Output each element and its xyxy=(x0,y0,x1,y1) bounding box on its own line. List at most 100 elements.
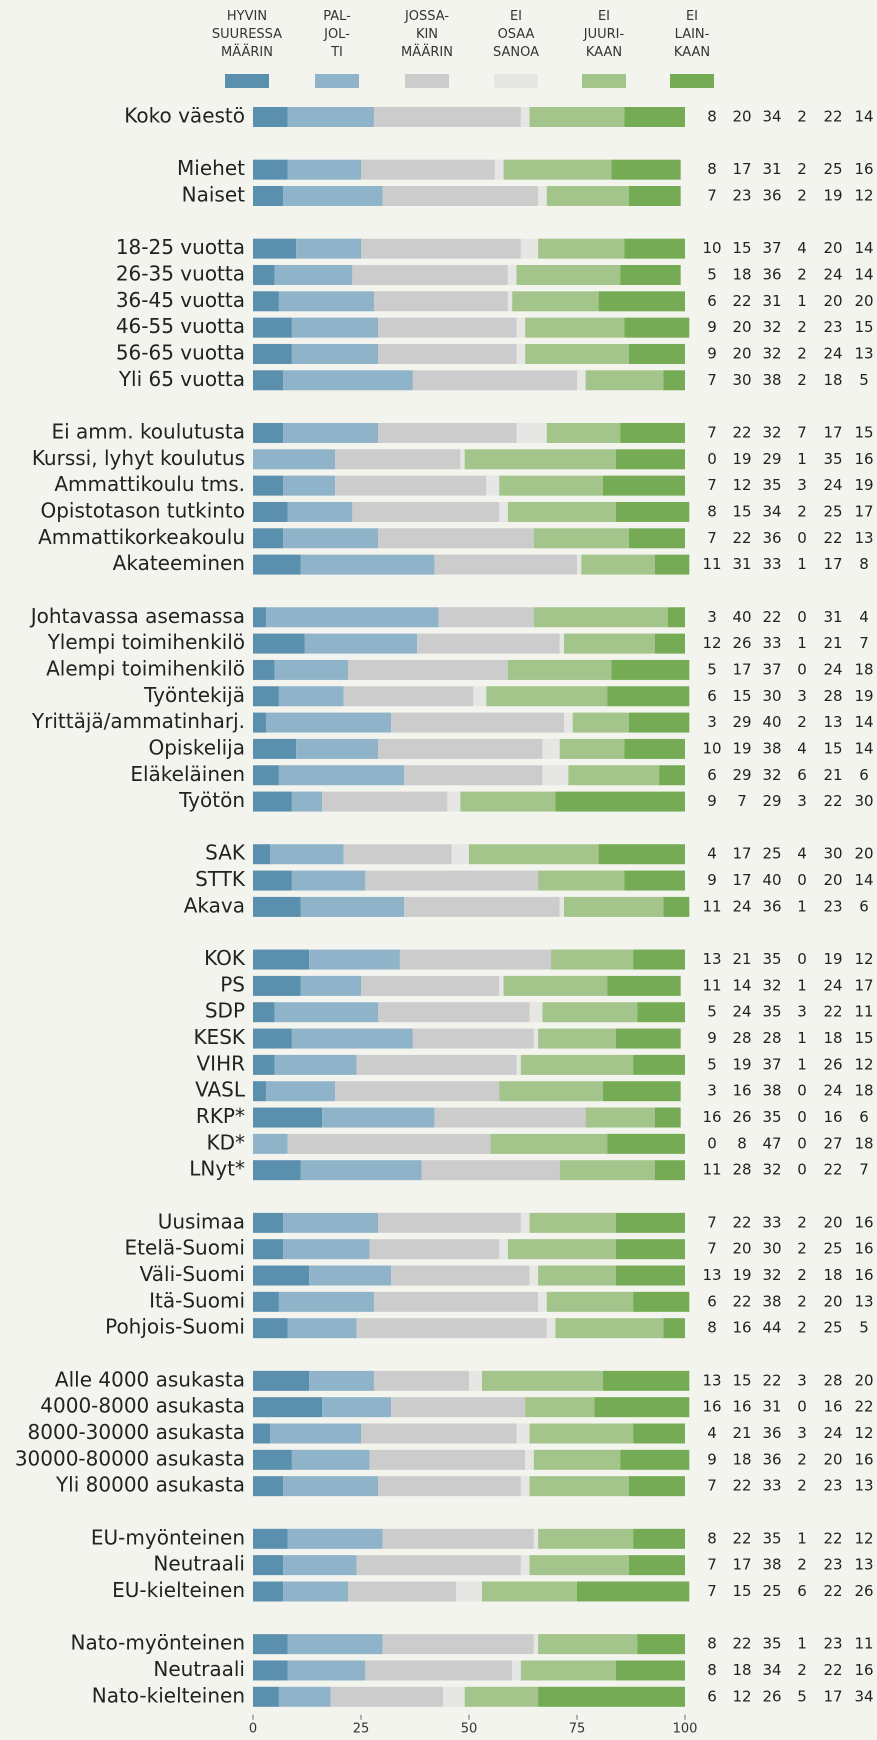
bar-segment xyxy=(585,370,664,391)
bar-segment xyxy=(525,1397,595,1418)
value-label: 24 xyxy=(823,1082,842,1100)
bar-segment xyxy=(533,1449,621,1470)
bar-segment xyxy=(620,264,681,285)
bar-segment xyxy=(253,107,288,127)
value-label: 31 xyxy=(762,1398,781,1416)
value-label: 11 xyxy=(702,897,721,915)
bar-segment xyxy=(291,1028,413,1049)
bar-segment xyxy=(529,1002,543,1023)
value-label: 2 xyxy=(797,1213,807,1231)
bar-segment xyxy=(464,1686,539,1707)
bar-segment xyxy=(564,896,664,917)
bar-segment xyxy=(520,1476,530,1497)
value-label: 27 xyxy=(823,1134,842,1152)
category-label: Nato-kielteinen xyxy=(92,1683,245,1707)
bar-segment xyxy=(602,475,685,496)
bar-segment xyxy=(559,896,565,917)
value-label: 5 xyxy=(859,371,869,389)
value-label: 6 xyxy=(859,766,869,784)
legend-swatch xyxy=(225,74,269,88)
value-label: 31 xyxy=(823,608,842,626)
value-label: 16 xyxy=(823,1398,842,1416)
value-label: 20 xyxy=(823,292,842,310)
bar-segment xyxy=(520,107,530,127)
value-label: 22 xyxy=(762,608,781,626)
category-label: Nato-myönteinen xyxy=(71,1631,245,1655)
bar-segment xyxy=(265,712,392,733)
bar-segment xyxy=(283,475,336,496)
bar-segment xyxy=(659,765,685,786)
value-label: 1 xyxy=(797,897,807,915)
value-label: 47 xyxy=(762,1134,781,1152)
bar-segment xyxy=(253,1634,288,1655)
bar-segment xyxy=(274,264,353,285)
bar-segment xyxy=(322,1107,435,1128)
bar-segment xyxy=(356,1318,547,1339)
category-label: EU-myönteinen xyxy=(91,1525,245,1549)
bar-segment xyxy=(633,1054,685,1075)
category-label: SAK xyxy=(205,841,246,865)
value-label: 25 xyxy=(823,160,842,178)
bar-segment xyxy=(529,1423,634,1444)
bar-segment xyxy=(525,1449,534,1470)
value-label: 18 xyxy=(823,371,842,389)
legend-label: EI OSAA SANOA xyxy=(493,9,539,60)
bar-segment xyxy=(335,475,487,496)
bar-segment xyxy=(564,633,655,654)
value-label: 14 xyxy=(854,265,873,283)
value-label: 0 xyxy=(797,1134,807,1152)
value-label: 3 xyxy=(707,713,717,731)
value-label: 0 xyxy=(797,529,807,547)
value-label: 16 xyxy=(702,1108,721,1126)
bar-segment xyxy=(253,975,301,996)
value-label: 20 xyxy=(823,871,842,889)
value-label: 21 xyxy=(823,634,842,652)
bar-segment xyxy=(253,712,266,733)
value-label: 15 xyxy=(854,423,873,441)
bar-segment xyxy=(361,975,500,996)
bar-segment xyxy=(378,343,517,364)
value-label: 34 xyxy=(762,502,781,520)
bar-segment xyxy=(559,1160,655,1181)
bar-segment xyxy=(270,844,344,865)
bar-segment xyxy=(607,686,690,707)
category-label: 36-45 vuotta xyxy=(116,288,245,312)
category-label: 8000-30000 asukasta xyxy=(28,1420,245,1444)
value-label: 8 xyxy=(707,108,717,126)
value-label: 22 xyxy=(823,1003,842,1021)
bar-segment xyxy=(533,1634,539,1655)
value-label: 20 xyxy=(823,1292,842,1310)
value-label: 23 xyxy=(823,897,842,915)
value-label: 11 xyxy=(854,1003,873,1021)
bar-segment xyxy=(283,1476,379,1497)
value-label: 17 xyxy=(854,502,873,520)
value-label: 9 xyxy=(707,1450,717,1468)
value-label: 3 xyxy=(797,792,807,810)
bar-segment xyxy=(481,1370,603,1391)
value-label: 22 xyxy=(823,529,842,547)
bar-segment xyxy=(287,1528,383,1549)
value-label: 22 xyxy=(854,1398,873,1416)
value-label: 23 xyxy=(732,186,751,204)
bar-segment xyxy=(520,1212,530,1233)
value-label: 15 xyxy=(823,739,842,757)
value-label: 20 xyxy=(823,1213,842,1231)
category-label: 4000-8000 asukasta xyxy=(40,1394,245,1418)
bar-segment xyxy=(352,501,500,522)
bar-segment xyxy=(278,686,344,707)
bar-segment xyxy=(542,765,569,786)
value-label: 13 xyxy=(823,713,842,731)
value-label: 6 xyxy=(707,292,717,310)
bar-segment xyxy=(253,501,288,522)
bar-segment xyxy=(287,1318,357,1339)
bar-segment xyxy=(516,264,621,285)
bar-segment xyxy=(611,659,690,680)
category-label: PS xyxy=(220,972,245,996)
value-label: 13 xyxy=(854,1477,873,1495)
value-label: 1 xyxy=(797,450,807,468)
value-label: 14 xyxy=(854,871,873,889)
value-label: 18 xyxy=(823,1029,842,1047)
value-label: 38 xyxy=(762,1292,781,1310)
value-label: 7 xyxy=(797,423,807,441)
value-label: 6 xyxy=(859,1108,869,1126)
